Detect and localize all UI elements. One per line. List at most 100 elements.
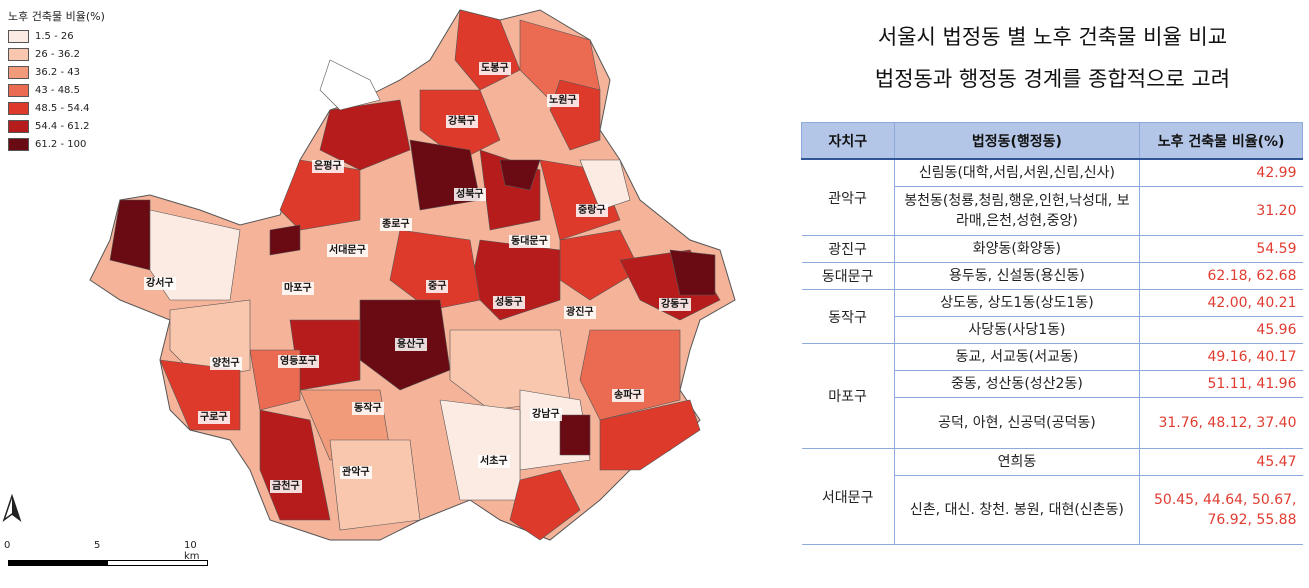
legend-title: 노후 건축물 비율(%): [8, 10, 105, 23]
legend-label: 61.2 - 100: [35, 138, 87, 150]
district-label-seongdong: 성동구: [493, 296, 525, 309]
cell-value: 42.99: [1139, 159, 1303, 187]
district-label-yangcheon: 양천구: [210, 357, 242, 370]
cell-value: 49.16, 40.17: [1139, 343, 1303, 371]
cell-value: 31.76, 48.12, 37.40: [1139, 397, 1303, 449]
cell-dong: 동교, 서교동(서교동): [894, 343, 1141, 371]
cell-gu: 동대문구: [801, 262, 895, 290]
cell-value: 62.18, 62.68: [1139, 262, 1303, 290]
legend-swatch: [8, 65, 29, 79]
district-label-gangseo: 강서구: [144, 277, 176, 290]
district-label-yongsan: 용산구: [395, 338, 427, 351]
table-header-row: 자치구 법정동(행정동) 노후 건축물 비율(%): [801, 122, 1303, 160]
cell-dong: 신촌, 대신. 창천. 봉원, 대현(신촌동): [894, 475, 1141, 545]
legend-label: 1.5 - 26: [35, 30, 74, 42]
legend-item: 48.5 - 54.4: [8, 99, 105, 117]
district-label-gwangjin: 광진구: [564, 306, 596, 319]
cell-value: 45.47: [1139, 448, 1303, 476]
cell-gu: 관악구: [801, 159, 895, 236]
district-label-yeongdeungpo: 영등포구: [278, 355, 319, 368]
legend-label: 36.2 - 43: [35, 66, 80, 78]
district-label-jungnang: 중랑구: [576, 204, 608, 217]
north-arrow-icon: [0, 493, 24, 528]
table-row: 서대문구 연희동 45.47: [801, 448, 1303, 545]
table-row: 동작구 상도동, 상도1동(상도1동) 42.00, 40.21: [801, 289, 1303, 344]
legend-swatch: [8, 137, 29, 151]
title-line-1: 서울시 법정동 별 노후 건축물 비율 비교: [877, 25, 1228, 49]
district-label-jongno: 종로구: [380, 218, 412, 231]
table-row: 중동, 성산동(성산2동) 51.11, 41.96: [802, 370, 1303, 398]
table-row: 광진구 화양동(화양동) 54.59: [801, 235, 1303, 263]
district-label-jung: 중구: [426, 280, 449, 293]
district-label-gangnam: 강남구: [530, 408, 562, 421]
district-label-nowon: 노원구: [547, 94, 579, 107]
title-block: 서울시 법정동 별 노후 건축물 비율 비교 법정동과 행정동 경계를 종합적으…: [800, 16, 1305, 100]
district-label-seodaemun: 서대문구: [327, 244, 368, 257]
cell-dong: 용두동, 신설동(용신동): [894, 262, 1141, 290]
legend-item: 36.2 - 43: [8, 63, 105, 81]
map-legend: 노후 건축물 비율(%) 1.5 - 26 26 - 36.2 36.2 - 43 4…: [8, 8, 105, 153]
header-gu: 자치구: [801, 122, 895, 160]
cell-dong: 사당동(사당1동): [894, 316, 1141, 344]
scale-tick-0: 0: [4, 540, 11, 551]
legend-item: 54.4 - 61.2: [8, 117, 105, 135]
cell-value: 54.59: [1139, 235, 1303, 263]
title-line-2: 법정동과 행정동 경계를 종합적으로 고려: [874, 67, 1231, 91]
legend-label: 48.5 - 54.4: [35, 102, 90, 114]
table-row: 봉천동(청룡,청림,행운,인헌,낙성대, 보라매,은천,성현,중앙) 31.20: [802, 186, 1303, 236]
cell-value: 51.11, 41.96: [1139, 370, 1303, 398]
cell-dong: 연희동: [894, 448, 1141, 476]
legend-swatch: [8, 101, 29, 115]
legend-label: 43 - 48.5: [35, 84, 80, 96]
legend-item: 1.5 - 26: [8, 27, 105, 45]
cell-dong: 봉천동(청룡,청림,행운,인헌,낙성대, 보라매,은천,성현,중앙): [894, 186, 1141, 236]
legend-item: 43 - 48.5: [8, 81, 105, 99]
district-label-gangdong: 강동구: [659, 298, 691, 311]
scale-bar: 0 5 10 km: [4, 540, 208, 570]
cell-value: 50.45, 44.64, 50.67, 76.92, 55.88: [1139, 475, 1303, 545]
header-dong: 법정동(행정동): [893, 122, 1141, 160]
table-row: 관악구 신림동(대학,서림,서원,신림,신사) 42.99: [801, 159, 1303, 236]
table-row: 사당동(사당1동) 45.96: [802, 316, 1303, 344]
cell-gu: 광진구: [801, 235, 895, 263]
cell-gu: 서대문구: [801, 448, 895, 545]
cell-dong: 상도동, 상도1동(상도1동): [894, 289, 1141, 317]
table-row: 마포구 동교, 서교동(서교동) 49.16, 40.17: [801, 343, 1303, 449]
table-row: 공덕, 아현, 신공덕(공덕동) 31.76, 48.12, 37.40: [802, 397, 1303, 449]
district-label-seongbuk: 성북구: [454, 188, 486, 201]
district-label-dongjak: 동작구: [352, 402, 384, 415]
cell-dong: 공덕, 아현, 신공덕(공덕동): [894, 397, 1141, 449]
district-label-eunpyeong: 은평구: [312, 160, 344, 173]
district-label-mapo: 마포구: [282, 282, 314, 295]
seoul-choropleth-map: 도봉구 노원구 강북구 은평구 성북구 중랑구 종로구 동대문구 서대문구 강서…: [0, 9, 736, 570]
district-label-geumcheon: 금천구: [270, 480, 302, 493]
legend-label: 26 - 36.2: [35, 48, 80, 60]
scale-tick-5: 5: [94, 540, 101, 551]
cell-gu: 마포구: [801, 343, 895, 449]
cell-value: 31.20: [1139, 186, 1303, 236]
legend-swatch: [8, 83, 29, 97]
district-label-dongdaemun: 동대문구: [509, 235, 550, 248]
legend-label: 54.4 - 61.2: [35, 120, 90, 132]
district-label-songpa: 송파구: [612, 389, 644, 402]
header-ratio: 노후 건축물 비율(%): [1139, 122, 1303, 160]
scale-tick-10: 10 km: [184, 540, 200, 562]
legend-item: 61.2 - 100: [8, 135, 105, 153]
aging-building-table: 자치구 법정동(행정동) 노후 건축물 비율(%) 관악구 신림동(대학,서림,…: [801, 122, 1303, 545]
cell-value: 42.00, 40.21: [1139, 289, 1303, 317]
scale-bar-graphic: [8, 560, 208, 566]
cell-dong: 화양동(화양동): [894, 235, 1141, 263]
district-label-seocho: 서초구: [478, 455, 510, 468]
table-row: 동대문구 용두동, 신설동(용신동) 62.18, 62.68: [801, 262, 1303, 290]
district-label-dobong: 도봉구: [479, 62, 511, 75]
district-label-gwanak: 관악구: [340, 466, 372, 479]
map-canvas: [89, 9, 736, 541]
cell-value: 45.96: [1139, 316, 1303, 344]
district-label-guro: 구로구: [198, 411, 230, 424]
table-row: 신촌, 대신. 창천. 봉원, 대현(신촌동) 50.45, 44.64, 50…: [802, 475, 1303, 545]
cell-dong: 중동, 성산동(성산2동): [894, 370, 1141, 398]
cell-gu: 동작구: [801, 289, 895, 344]
legend-swatch: [8, 29, 29, 43]
legend-swatch: [8, 47, 29, 61]
district-label-gangbuk: 강북구: [446, 115, 478, 128]
